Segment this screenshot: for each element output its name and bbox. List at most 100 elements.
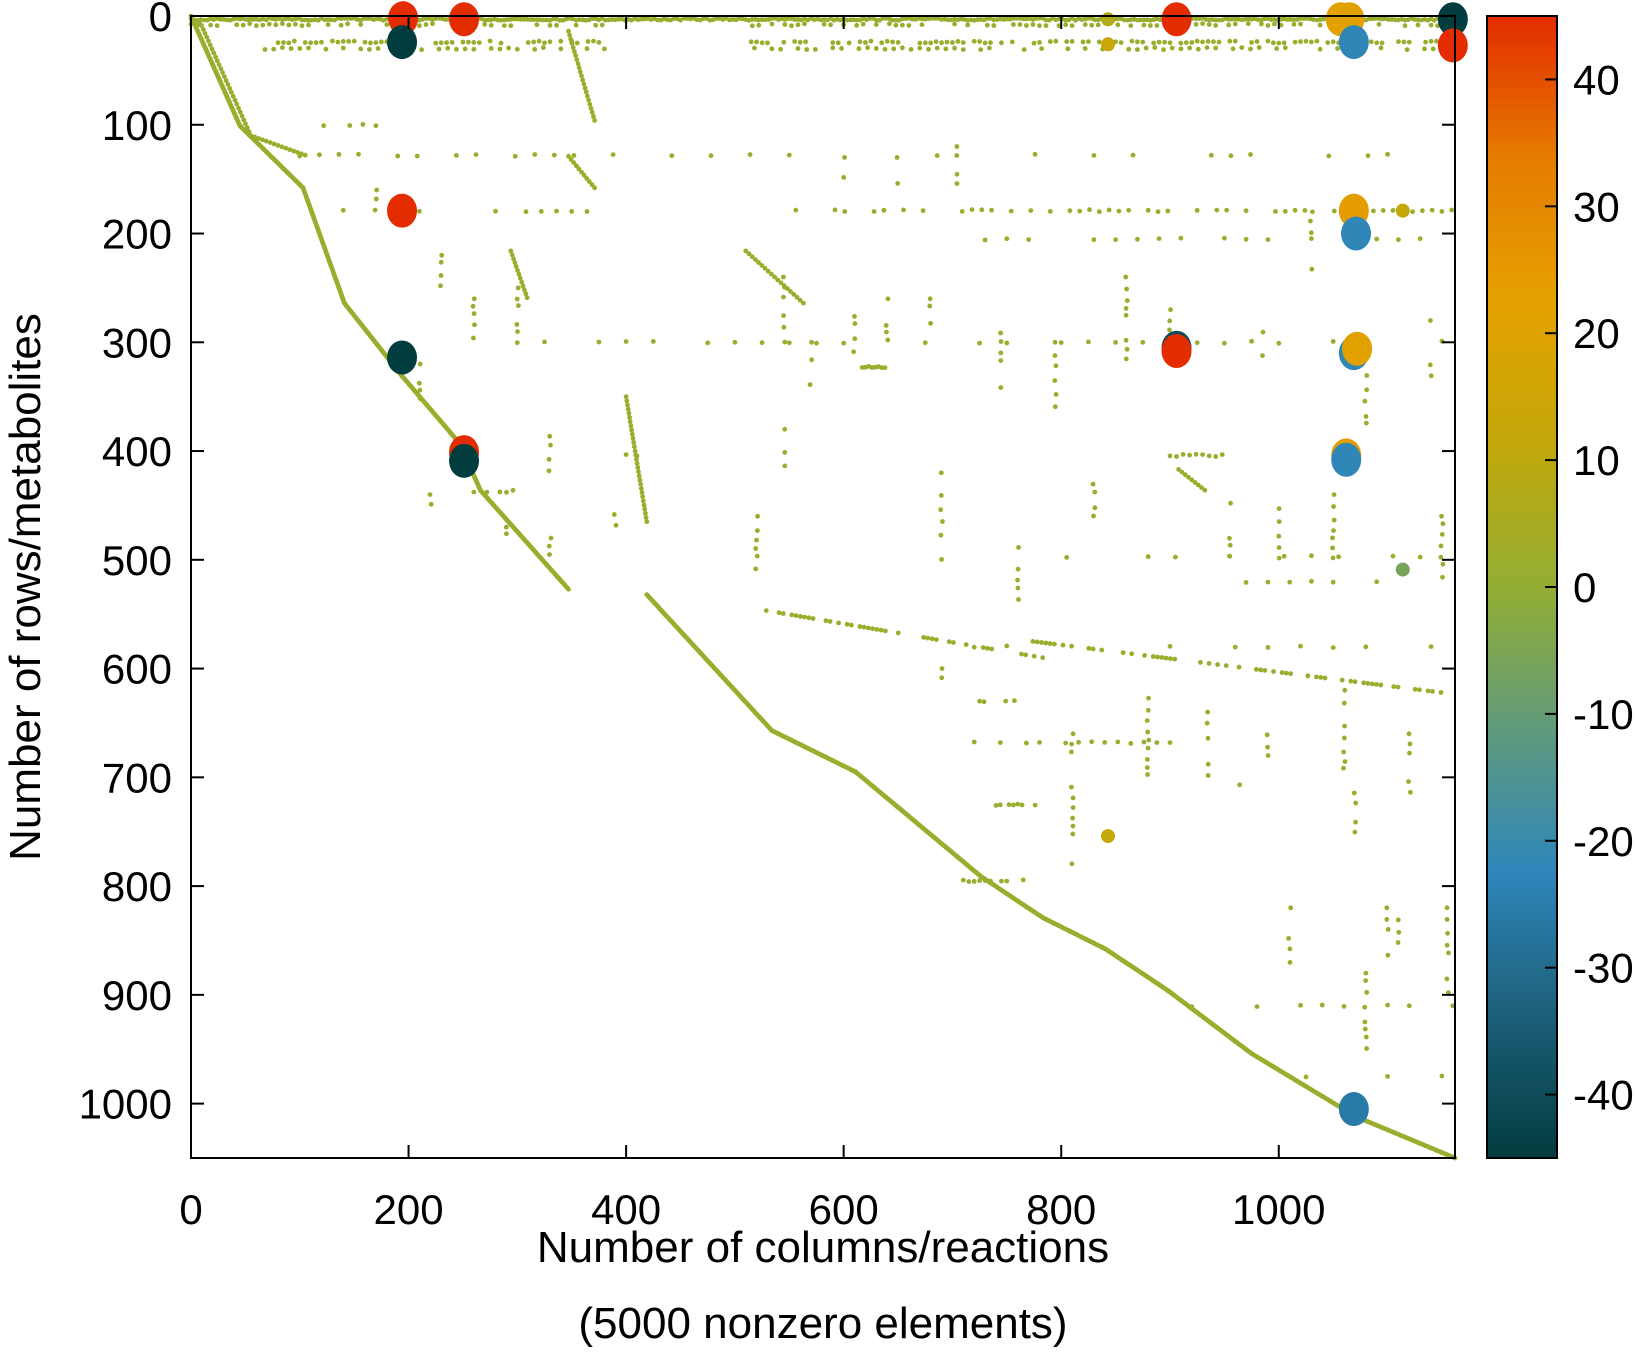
nonzero-dot <box>1283 670 1289 676</box>
nonzero-dot <box>765 268 771 274</box>
nonzero-dot <box>1331 208 1337 214</box>
nonzero-dot <box>1187 45 1192 51</box>
nonzero-dot <box>857 624 863 629</box>
nonzero-dot <box>756 260 761 265</box>
nonzero-dot <box>1211 39 1216 45</box>
nonzero-dot <box>1396 929 1402 935</box>
nonzero-dot <box>1213 45 1219 51</box>
nonzero-dot <box>358 46 364 52</box>
nonzero-dot <box>576 65 582 71</box>
nonzero-dot <box>583 89 589 95</box>
nonzero-dot <box>1331 504 1336 509</box>
nonzero-dot <box>1336 554 1341 560</box>
nonzero-dot <box>1192 480 1198 485</box>
nonzero-dot <box>1030 639 1036 644</box>
nonzero-dot <box>814 340 819 346</box>
nonzero-dot <box>1065 46 1071 52</box>
nonzero-dot <box>523 209 529 215</box>
nonzero-dot <box>1056 23 1062 28</box>
nonzero-dot <box>632 444 637 450</box>
nonzero-dot <box>1330 555 1336 561</box>
nonzero-dot <box>1032 151 1038 157</box>
nonzero-dot <box>1227 535 1232 541</box>
nonzero-dot <box>573 53 578 58</box>
nonzero-dot <box>208 22 214 28</box>
nonzero-dot <box>516 271 522 277</box>
nonzero-dot <box>782 426 788 432</box>
nonzero-dot <box>1378 45 1384 51</box>
nonzero-dot <box>865 45 870 51</box>
nonzero-dot <box>780 611 786 616</box>
nonzero-dot <box>1118 40 1124 45</box>
nonzero-dot <box>778 46 783 52</box>
nonzero-dot <box>1020 877 1026 883</box>
y-axis-label: Number of rows/metabolites <box>1 313 50 861</box>
colorbar-tick-label: -10 <box>1573 691 1634 738</box>
nonzero-dot <box>571 160 577 166</box>
nonzero-dot <box>1227 553 1232 559</box>
nonzero-dot <box>1019 651 1024 657</box>
nonzero-dot <box>1069 23 1075 28</box>
nonzero-dot <box>593 22 599 28</box>
nonzero-dot <box>1086 39 1091 44</box>
nonzero-dot <box>998 330 1003 336</box>
nonzero-dot <box>1198 660 1203 665</box>
x-tick-label: 1000 <box>1232 1186 1325 1233</box>
y-tick-label: 200 <box>102 211 172 258</box>
nonzero-dot <box>946 639 952 645</box>
nonzero-dot <box>202 30 208 36</box>
nonzero-dot <box>433 40 439 46</box>
nonzero-dot <box>571 153 577 158</box>
nonzero-dot <box>1064 555 1070 560</box>
nonzero-dot <box>1281 553 1287 559</box>
nonzero-dot <box>952 21 957 27</box>
nonzero-dot <box>1178 235 1184 241</box>
large-value-dot <box>449 443 480 478</box>
nonzero-dot <box>874 627 880 632</box>
nonzero-dot <box>1310 209 1315 215</box>
x-tick-label: 400 <box>591 1186 661 1233</box>
nonzero-dot <box>1239 45 1245 50</box>
colorbar-tick-label: -30 <box>1573 945 1634 992</box>
nonzero-dot <box>781 324 787 330</box>
nonzero-dot <box>1270 40 1276 46</box>
nonzero-dot <box>512 260 518 265</box>
nonzero-dot <box>423 22 429 27</box>
nonzero-dot <box>882 365 888 370</box>
nonzero-dot <box>1011 22 1016 27</box>
nonzero-dot <box>762 265 768 271</box>
nonzero-dot <box>640 494 645 500</box>
nonzero-dot <box>340 207 346 213</box>
nonzero-dot <box>813 47 818 52</box>
nonzero-dot <box>1302 208 1308 213</box>
large-value-dot <box>1161 2 1192 37</box>
nonzero-dot <box>985 645 990 651</box>
nonzero-dot <box>1227 542 1233 548</box>
nonzero-dot <box>759 340 765 346</box>
nonzero-dot <box>1069 784 1074 790</box>
nonzero-dot <box>297 46 303 51</box>
nonzero-dot <box>280 21 285 27</box>
nonzero-dot <box>591 38 596 44</box>
nonzero-dot <box>351 38 357 44</box>
large-value-dot <box>388 1 419 36</box>
large-value-dot <box>387 193 418 228</box>
nonzero-dot <box>218 66 224 72</box>
nonzero-dot <box>1228 153 1234 159</box>
nonzero-dot <box>1034 639 1040 645</box>
nonzero-dot <box>1023 652 1029 658</box>
nonzero-dot <box>602 46 607 52</box>
nonzero-dot <box>922 340 928 346</box>
nonzero-dot <box>641 502 647 508</box>
nonzero-dot <box>1141 739 1147 745</box>
nonzero-dot <box>1167 453 1173 459</box>
nonzero-dot <box>832 207 838 213</box>
nonzero-dot <box>1249 40 1254 45</box>
nonzero-dot <box>1070 823 1076 829</box>
nonzero-dot <box>1028 208 1034 214</box>
colorbar-tick-label: 30 <box>1573 183 1620 230</box>
nonzero-dot <box>579 73 584 79</box>
nonzero-dot <box>971 739 977 745</box>
nonzero-dot <box>439 252 445 258</box>
nonzero-dot <box>823 618 829 624</box>
